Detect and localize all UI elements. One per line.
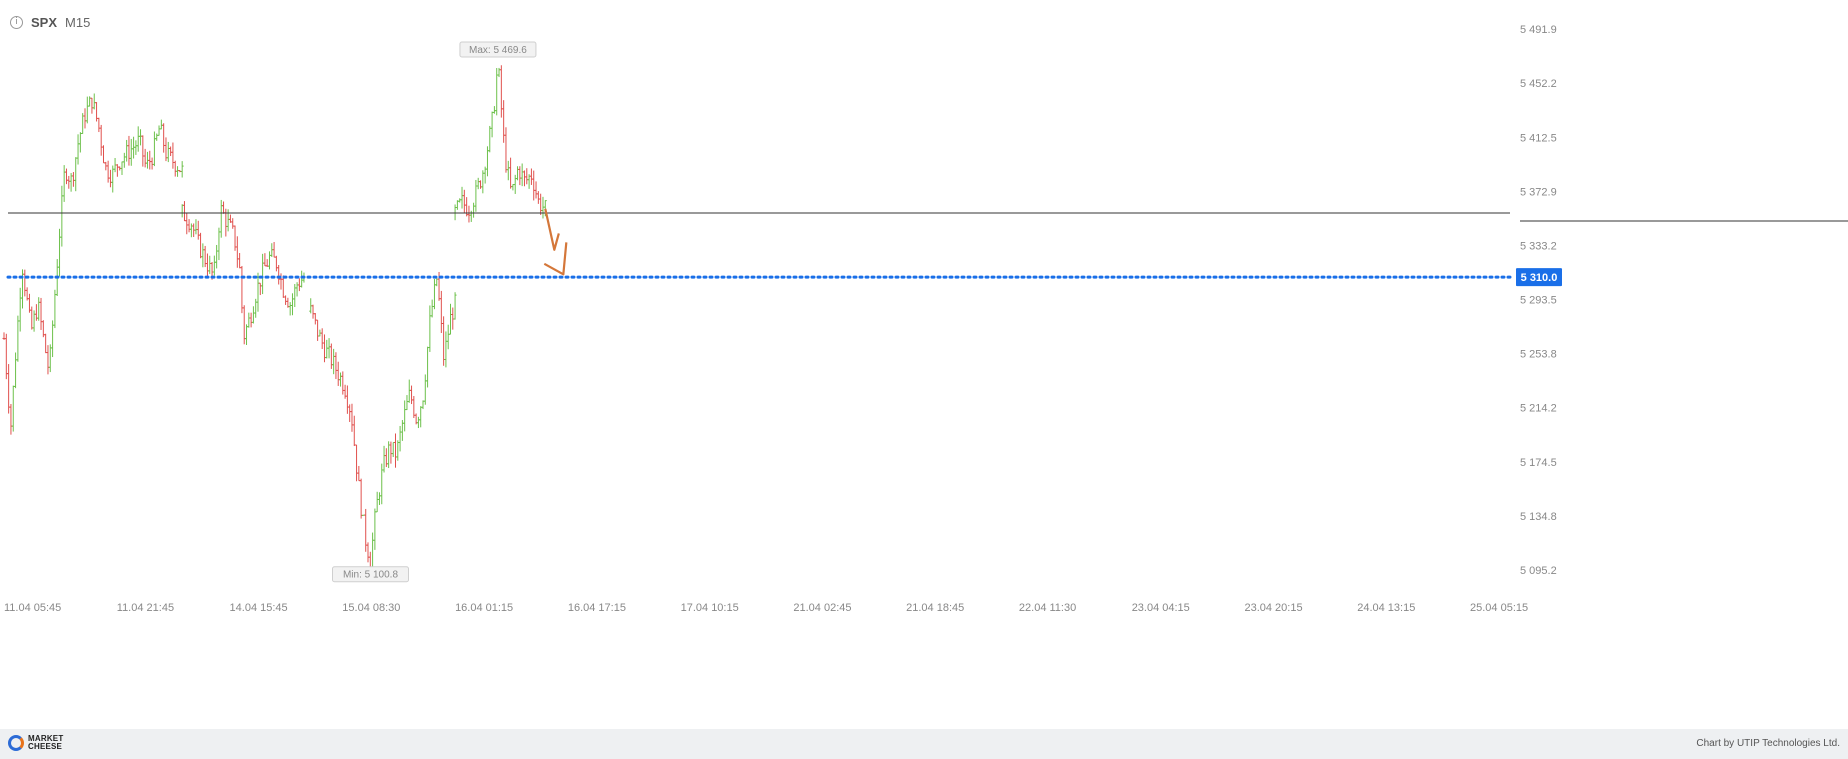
forecast-arrow-head — [543, 242, 568, 276]
max-marker-label: Max: 5 469.6 — [469, 45, 527, 56]
x-tick-label: 11.04 05:45 — [4, 602, 61, 614]
min-marker-box — [332, 566, 409, 583]
x-tick-label: 23.04 04:15 — [1132, 602, 1190, 614]
x-tick-label: 25.04 05:15 — [1470, 602, 1528, 614]
current-price-badge — [1516, 268, 1562, 287]
y-tick-label: 5 134.8 — [1520, 511, 1557, 523]
x-tick-label: 24.04 13:15 — [1357, 602, 1415, 614]
min-marker-label: Min: 5 100.8 — [343, 570, 398, 581]
y-tick-label: 5 333.2 — [1520, 240, 1557, 252]
chart-credit: Chart by UTIP Technologies Ltd. — [1696, 738, 1840, 749]
x-tick-label: 17.04 10:15 — [681, 602, 739, 614]
y-tick-label: 5 452.2 — [1520, 78, 1557, 90]
y-tick-label: 5 253.8 — [1520, 349, 1557, 361]
y-tick-label: 5 372.9 — [1520, 186, 1557, 198]
x-tick-label: 16.04 17:15 — [568, 602, 626, 614]
y-tick-label: 5 293.5 — [1520, 295, 1557, 307]
current-price-label: 5 310.0 — [1521, 272, 1558, 284]
x-tick-label: 11.04 21:45 — [117, 602, 174, 614]
timeframe-label[interactable]: M15 — [65, 15, 91, 30]
max-marker-box — [459, 41, 537, 58]
y-tick-label: 5 491.9 — [1520, 24, 1557, 36]
brand-logo-icon — [8, 735, 24, 751]
footer-bar: MARKET CHEESE Chart by UTIP Technologies… — [0, 729, 1848, 759]
brand-logo: MARKET CHEESE — [8, 735, 88, 751]
x-tick-label: 21.04 18:45 — [906, 602, 964, 614]
y-tick-label: 5 214.2 — [1520, 403, 1557, 415]
x-tick-label: 16.04 01:15 — [455, 602, 513, 614]
x-tick-label: 22.04 11:30 — [1019, 602, 1076, 614]
brand-logo-text: MARKET CHEESE — [28, 734, 64, 751]
y-tick-label: 5 095.2 — [1520, 565, 1557, 577]
y-tick-label: 5 412.5 — [1520, 132, 1557, 144]
x-tick-label: 21.04 02:45 — [793, 602, 851, 614]
symbol-label[interactable]: SPX — [31, 15, 58, 30]
x-tick-label: 14.04 15:45 — [230, 602, 288, 614]
info-icon[interactable]: i — [10, 16, 23, 29]
y-tick-label: 5 174.5 — [1520, 457, 1557, 469]
x-tick-label: 23.04 20:15 — [1244, 602, 1302, 614]
forecast-arrow — [544, 208, 560, 251]
x-tick-label: 15.04 08:30 — [342, 602, 400, 614]
ohlc-chart: 5 491.9 5 452.2 5 412.5 5 372.9 5 333.2 5 293… — [2, 24, 1848, 614]
chart-header: i SPX M15 — [10, 15, 90, 30]
